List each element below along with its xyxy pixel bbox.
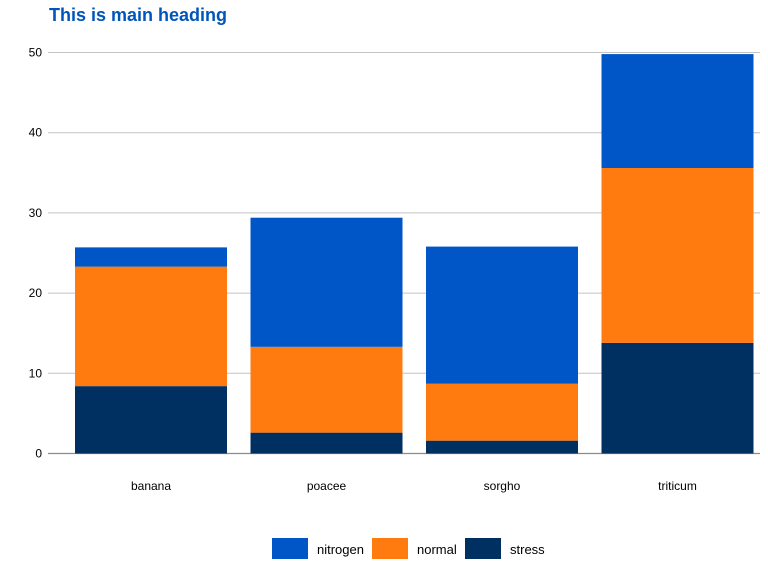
y-tick-label: 20 xyxy=(29,286,43,300)
y-tick-label: 0 xyxy=(35,447,42,461)
x-tick-label: banana xyxy=(131,479,171,493)
legend-label-normal: normal xyxy=(417,542,457,557)
legend-swatch-stress xyxy=(465,538,501,559)
chart-title: This is main heading xyxy=(49,5,228,25)
bar-stress-sorgho xyxy=(426,440,578,454)
y-axis-ticks: 0 10 20 30 40 50 xyxy=(29,46,43,461)
y-tick-label: 50 xyxy=(29,46,43,60)
bar-nitrogen-sorgho xyxy=(426,246,578,384)
y-tick-label: 30 xyxy=(29,206,43,220)
legend-label-nitrogen: nitrogen xyxy=(317,542,364,557)
bars xyxy=(75,54,754,454)
bar-normal-poacee xyxy=(250,346,403,433)
legend-label-stress: stress xyxy=(510,542,545,557)
bar-stress-poacee xyxy=(250,432,403,454)
legend[interactable]: nitrogen normal stress xyxy=(272,538,545,559)
bar-nitrogen-poacee xyxy=(250,217,403,347)
legend-swatch-normal xyxy=(372,538,408,559)
bar-normal-sorgho xyxy=(426,383,578,441)
x-axis-labels: banana poacee sorgho triticum xyxy=(131,479,697,493)
y-tick-label: 40 xyxy=(29,126,43,140)
bar-nitrogen-triticum xyxy=(601,54,754,168)
bar-nitrogen-banana xyxy=(75,247,227,267)
x-tick-label: poacee xyxy=(307,479,347,493)
bar-stress-banana xyxy=(75,386,227,454)
legend-swatch-nitrogen xyxy=(272,538,308,559)
y-tick-label: 10 xyxy=(29,366,43,380)
x-tick-label: sorgho xyxy=(484,479,521,493)
bar-normal-banana xyxy=(75,266,227,387)
x-tick-label: triticum xyxy=(658,479,697,493)
bar-normal-triticum xyxy=(601,167,754,343)
bar-stress-triticum xyxy=(601,342,754,454)
